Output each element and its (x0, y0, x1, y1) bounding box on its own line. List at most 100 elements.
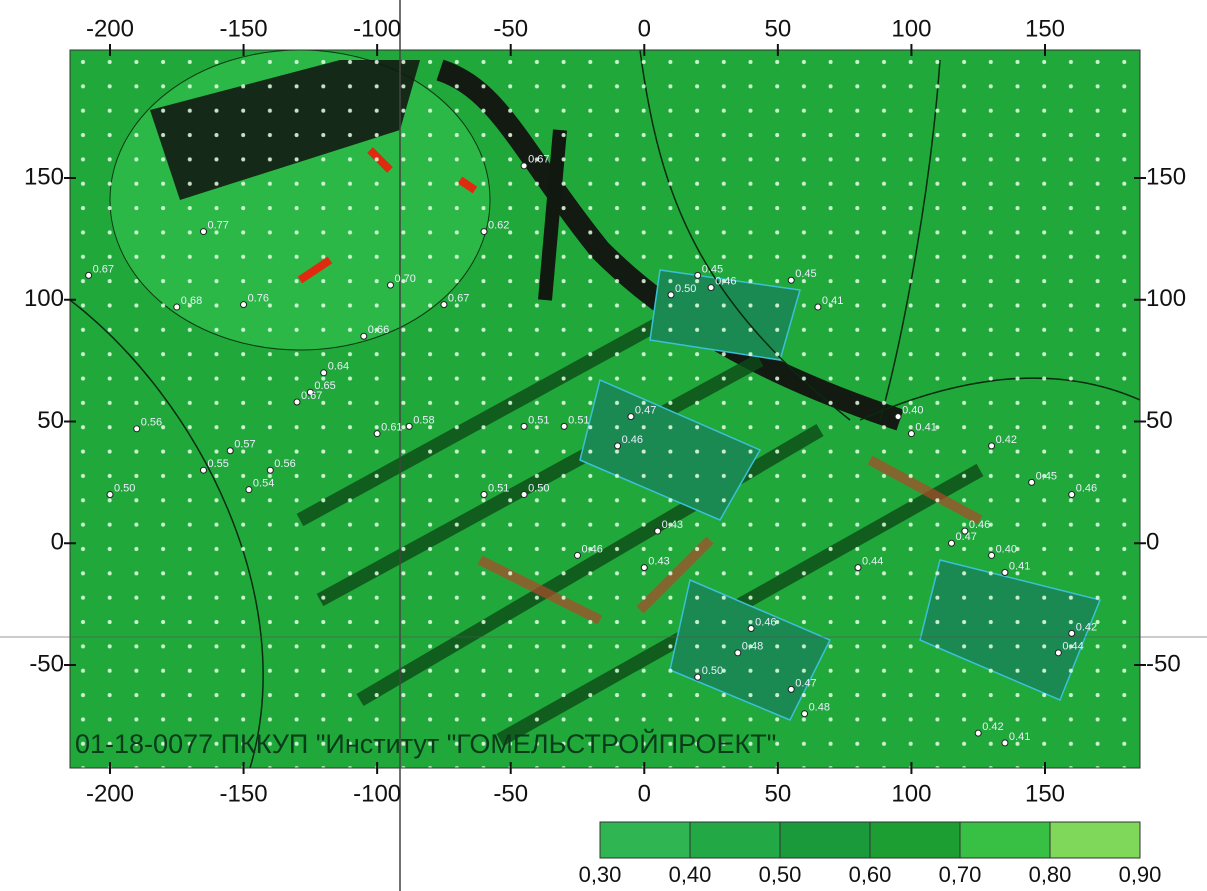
point-label: 0.41 (915, 422, 936, 434)
x-tick-label: 50 (765, 780, 792, 807)
caption: 01-18-0077 ПККУП "Институт "ГОМЕЛЬСТРОЙП… (75, 728, 776, 759)
point-label: 0.67 (301, 390, 322, 402)
point-label: 0.56 (141, 417, 162, 429)
point-label: 0.48 (809, 702, 830, 714)
point-label: 0.44 (1062, 641, 1083, 653)
point-marker (815, 304, 821, 310)
point-marker (695, 272, 701, 278)
point-label: 0.67 (93, 263, 114, 275)
legend-swatch (690, 822, 780, 858)
x-tick-label: -150 (220, 15, 268, 42)
point-marker (655, 528, 661, 534)
x-tick-label: -50 (493, 15, 528, 42)
legend-label: 0,40 (669, 862, 712, 887)
point-marker (441, 302, 447, 308)
point-marker (561, 423, 567, 429)
x-tick-label: -200 (86, 780, 134, 807)
point-label: 0.64 (328, 361, 349, 373)
point-label: 0.47 (635, 405, 656, 417)
point-marker (521, 423, 527, 429)
legend-swatch (960, 822, 1050, 858)
point-label: 0.44 (862, 556, 883, 568)
point-marker (908, 431, 914, 437)
point-label: 0.42 (982, 721, 1003, 733)
x-tick-label: 100 (891, 15, 931, 42)
point-label: 0.46 (755, 616, 776, 628)
point-marker (406, 423, 412, 429)
y-tick-label: 150 (1146, 163, 1186, 190)
point-label: 0.45 (1036, 470, 1057, 482)
point-marker (321, 370, 327, 376)
point-marker (294, 399, 300, 405)
x-tick-label: -100 (353, 15, 401, 42)
point-marker (989, 443, 995, 449)
x-tick-label: 100 (891, 780, 931, 807)
y-tick-label: 100 (1146, 285, 1186, 312)
point-label: 0.58 (413, 414, 434, 426)
point-marker (227, 448, 233, 454)
point-label: 0.43 (662, 519, 683, 531)
point-marker (628, 414, 634, 420)
y-tick-label: 50 (37, 407, 64, 434)
point-label: 0.66 (368, 324, 389, 336)
point-marker (107, 492, 113, 498)
x-tick-label: 0 (638, 15, 651, 42)
x-tick-label: -50 (493, 780, 528, 807)
y-tick-label: 150 (24, 163, 64, 190)
legend-label: 0,80 (1029, 862, 1072, 887)
x-tick-label: 150 (1025, 15, 1065, 42)
legend-label: 0,50 (759, 862, 802, 887)
point-label: 0.61 (381, 422, 402, 434)
point-label: 0.70 (395, 273, 416, 285)
legend-label: 0,30 (579, 862, 622, 887)
legend-label: 0,70 (939, 862, 982, 887)
point-marker (1002, 740, 1008, 746)
point-label: 0.54 (253, 478, 274, 490)
point-label: 0.51 (488, 482, 509, 494)
point-label: 0.45 (702, 263, 723, 275)
point-marker (521, 163, 527, 169)
point-label: 0.67 (448, 293, 469, 305)
legend-swatch (600, 822, 690, 858)
x-tick-label: 0 (638, 780, 651, 807)
point-marker (708, 285, 714, 291)
point-label: 0.47 (956, 531, 977, 543)
point-label: 0.46 (715, 275, 736, 287)
point-marker (1069, 630, 1075, 636)
point-marker (895, 414, 901, 420)
point-label: 0.56 (274, 458, 295, 470)
point-marker (361, 333, 367, 339)
point-marker (802, 711, 808, 717)
point-marker (241, 302, 247, 308)
point-label: 0.55 (208, 458, 229, 470)
point-label: 0.46 (969, 519, 990, 531)
map-figure: -200-200-150-150-100-100-50-500050501001… (0, 0, 1207, 891)
point-marker (1069, 492, 1075, 498)
point-marker (481, 492, 487, 498)
point-label: 0.77 (208, 219, 229, 231)
point-marker (201, 467, 207, 473)
point-label: 0.42 (1076, 621, 1097, 633)
point-label: 0.46 (622, 434, 643, 446)
point-marker (521, 492, 527, 498)
point-label: 0.40 (996, 543, 1017, 555)
point-label: 0.68 (181, 295, 202, 307)
point-label: 0.76 (248, 293, 269, 305)
point-marker (695, 674, 701, 680)
legend-label: 0,60 (849, 862, 892, 887)
point-marker (1055, 650, 1061, 656)
point-marker (855, 565, 861, 571)
point-marker (788, 277, 794, 283)
point-marker (975, 730, 981, 736)
point-label: 0.42 (996, 434, 1017, 446)
point-label: 0.57 (234, 439, 255, 451)
y-tick-label: -50 (29, 650, 64, 677)
legend-swatch (870, 822, 960, 858)
point-marker (989, 552, 995, 558)
point-marker (388, 282, 394, 288)
point-marker (134, 426, 140, 432)
point-marker (246, 487, 252, 493)
y-tick-label: 100 (24, 285, 64, 312)
point-label: 0.50 (675, 283, 696, 295)
